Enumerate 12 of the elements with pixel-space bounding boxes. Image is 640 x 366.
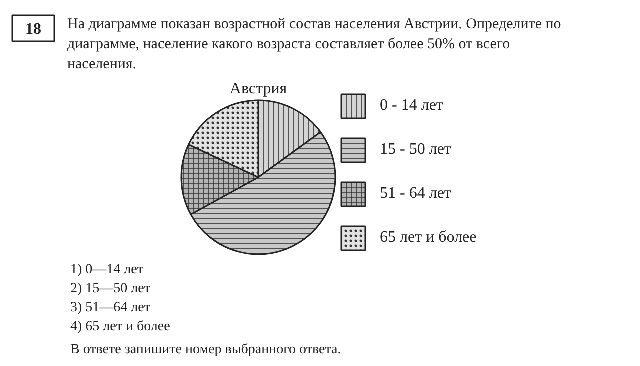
legend-label: 51 - 64 лет — [380, 185, 452, 203]
text: В ответе запишите номер выбранного ответа. — [70, 342, 342, 358]
text: 4) 65 лет и более — [70, 320, 170, 334]
legend-label: 0 - 14 лет — [380, 97, 444, 115]
legend-label: 15 - 50 лет — [380, 141, 452, 159]
chart-title: Австрия — [230, 80, 288, 98]
legend-label: 65 лет и более — [380, 229, 477, 247]
text: 2) 15—50 лет — [70, 282, 150, 296]
chart-subtitle: На диаграмме показан возрастной состав населения Австрии. Определите по диаграмме, население какого возраста составляет более 50% от всего населения. — [68, 16, 562, 72]
text: 18 — [26, 21, 42, 38]
text: 1) 0—14 лет — [70, 262, 144, 278]
text: 3) 51—64 лет — [70, 300, 150, 316]
